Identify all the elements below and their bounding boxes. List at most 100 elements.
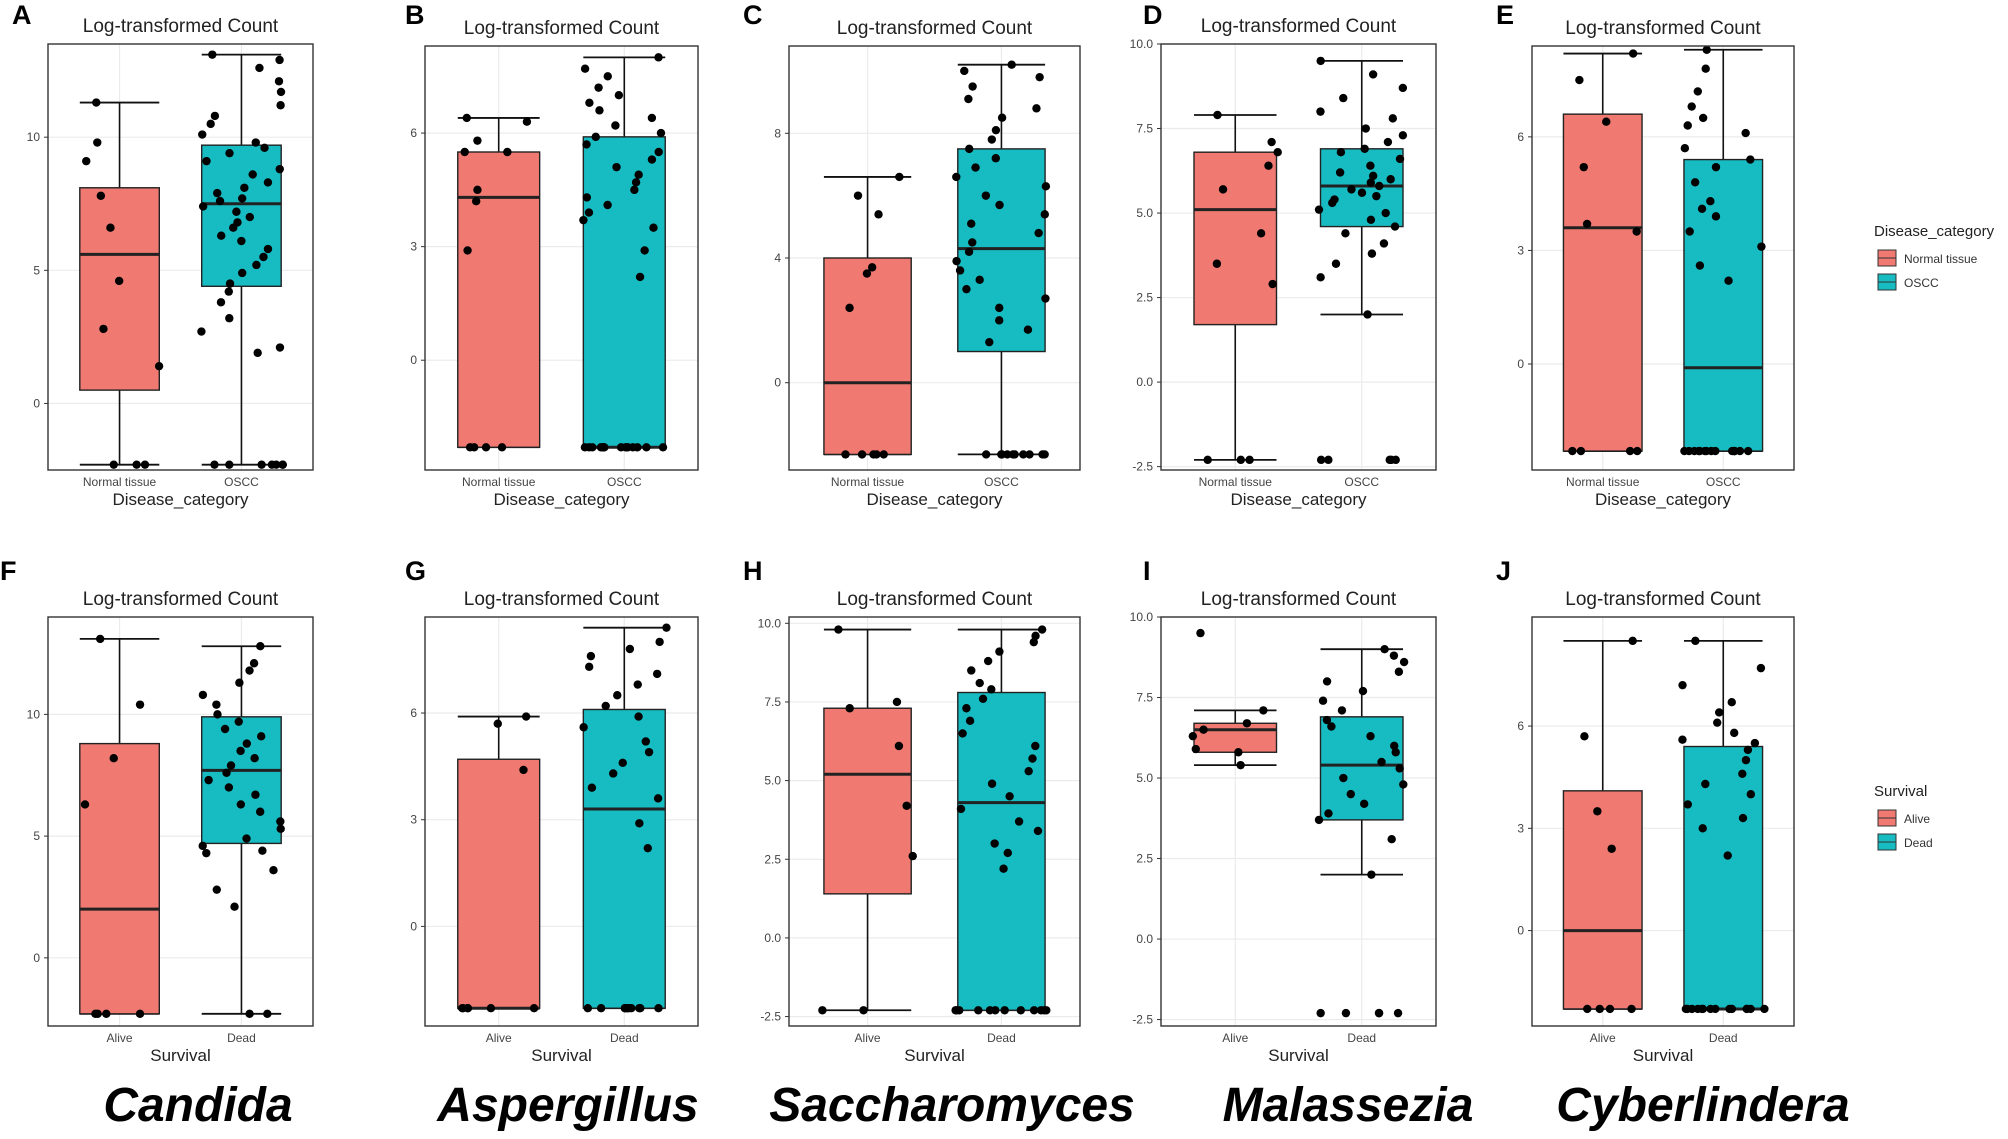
data-point <box>1583 1004 1592 1014</box>
data-point <box>1236 455 1246 465</box>
data-point <box>1256 229 1266 238</box>
data-point <box>245 1009 254 1019</box>
data-point <box>1366 215 1376 225</box>
chart-title: Log-transformed Count <box>1201 16 1397 37</box>
data-point <box>1711 212 1721 221</box>
box-group-1 <box>823 707 912 895</box>
data-point <box>1394 667 1404 676</box>
data-point <box>135 1009 145 1019</box>
data-point <box>80 800 90 809</box>
data-point <box>1366 161 1375 170</box>
y-tick-label: 6 <box>1517 130 1524 144</box>
data-point <box>197 327 206 336</box>
data-point <box>1702 446 1711 456</box>
genus-label: Aspergillus <box>436 1079 698 1132</box>
data-point <box>1037 625 1047 634</box>
data-point <box>580 64 590 73</box>
chart-panel-e: E Log-transformed Count 0 3 6 Normal tissue OS… <box>1496 0 1795 509</box>
data-point <box>952 1006 961 1015</box>
data-point <box>1593 807 1602 816</box>
data-point <box>1725 1004 1734 1014</box>
y-tick-label: 0 <box>1517 357 1524 371</box>
x-tick-label: OSCC <box>1706 475 1741 489</box>
y-tick-label: 10 <box>27 130 41 144</box>
data-point <box>1368 70 1378 79</box>
data-point <box>644 747 654 757</box>
legend-title: Disease_category <box>1874 223 1995 240</box>
data-point <box>1723 851 1732 860</box>
legend-item-label: Dead <box>1904 836 1933 850</box>
data-point <box>204 775 213 785</box>
box-group-2 <box>200 144 282 287</box>
data-point <box>894 741 904 751</box>
genus-label: Candida <box>103 1079 292 1132</box>
data-point <box>1678 735 1687 744</box>
genus-label: Saccharomyces <box>769 1079 1135 1132</box>
data-point <box>635 272 645 282</box>
box-group-1 <box>1193 722 1278 753</box>
data-point <box>1683 121 1692 130</box>
data-point <box>1032 104 1041 113</box>
data-point <box>1757 242 1766 251</box>
data-point <box>594 83 603 92</box>
data-point <box>991 154 1000 163</box>
data-point <box>1014 817 1024 826</box>
data-point <box>1341 1008 1351 1018</box>
data-point <box>990 839 999 848</box>
data-point <box>1347 185 1356 194</box>
data-point <box>613 691 622 700</box>
data-point <box>952 172 961 182</box>
data-point <box>1324 455 1333 465</box>
data-point <box>656 128 666 138</box>
data-point <box>1335 168 1345 177</box>
data-point <box>633 680 642 689</box>
data-point <box>519 765 528 775</box>
data-point <box>584 208 594 217</box>
data-point <box>634 712 643 721</box>
data-point <box>1023 325 1033 334</box>
data-point <box>1031 631 1040 641</box>
y-tick-label: 3 <box>1517 243 1524 257</box>
data-point <box>1264 161 1273 170</box>
data-point <box>1377 757 1386 767</box>
data-point <box>106 223 115 232</box>
data-point <box>1019 450 1028 459</box>
panel-letter: E <box>1496 0 1514 30</box>
data-point <box>497 443 507 452</box>
data-point <box>1010 450 1019 459</box>
y-tick-label: 0.0 <box>1136 932 1153 946</box>
data-point <box>275 343 285 352</box>
data-point <box>956 804 966 814</box>
data-point <box>975 275 984 285</box>
data-point <box>1625 446 1635 456</box>
data-point <box>967 219 976 228</box>
data-point <box>255 807 265 816</box>
legend-item-label: Alive <box>1904 812 1930 826</box>
y-tick-label: 2.5 <box>1136 291 1153 305</box>
y-tick-label: 4 <box>774 251 781 265</box>
data-point <box>1038 450 1047 459</box>
data-point <box>997 450 1006 459</box>
data-point <box>649 223 658 232</box>
data-point <box>1738 769 1747 778</box>
plot-frame <box>424 616 699 1027</box>
data-point <box>1381 208 1390 218</box>
data-point <box>93 138 102 147</box>
y-tick-label: -2.5 <box>1132 1013 1153 1027</box>
data-point <box>1359 799 1369 808</box>
data-point <box>582 140 591 149</box>
data-point <box>1738 813 1748 823</box>
data-point <box>213 710 222 719</box>
data-point <box>481 443 491 452</box>
data-point <box>908 851 917 861</box>
chart-panel-h: H Log-transformed Count -2.5 0.0 2.5 5.0 7.5 10… <box>743 556 1081 1065</box>
data-point <box>224 287 233 296</box>
data-point <box>493 719 502 728</box>
data-point <box>902 801 911 810</box>
data-point <box>1602 117 1611 126</box>
panel-letter: A <box>12 0 32 30</box>
data-point <box>1316 1008 1325 1018</box>
data-point <box>1695 261 1705 270</box>
data-point <box>1711 446 1720 456</box>
data-point <box>1390 222 1400 231</box>
